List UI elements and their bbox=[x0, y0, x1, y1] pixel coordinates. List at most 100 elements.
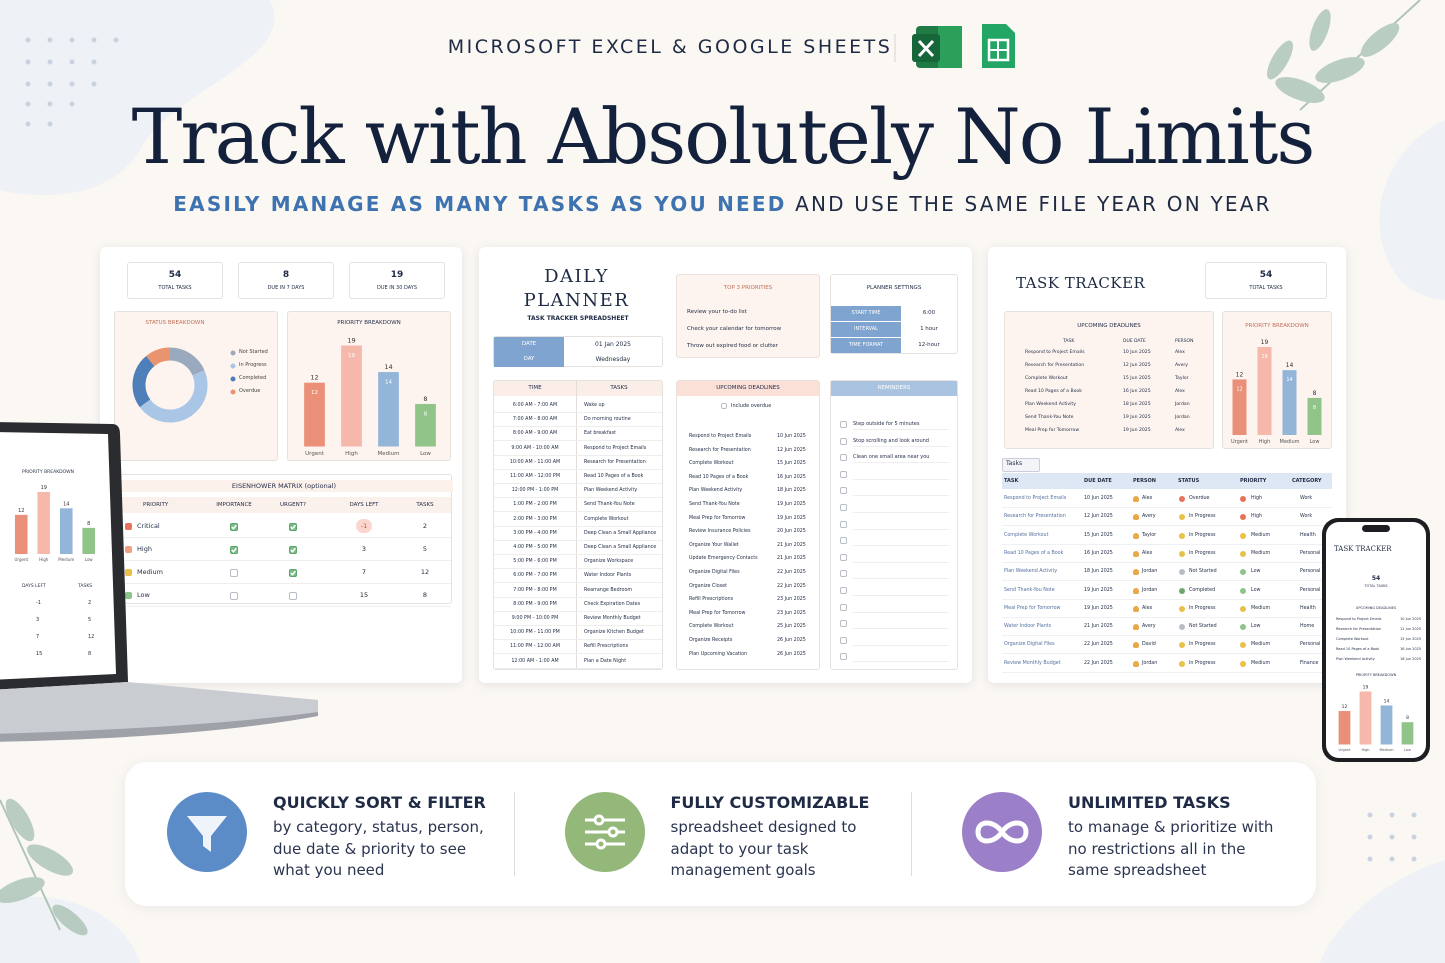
bar bbox=[1338, 711, 1351, 745]
box: 19 DUE IN 30 DAYS bbox=[349, 262, 445, 299]
bar-category: Medium bbox=[378, 451, 400, 457]
bar bbox=[1359, 691, 1372, 745]
include-overdue: Include overdue bbox=[731, 403, 772, 409]
person-icon bbox=[1133, 605, 1139, 612]
reminder-line bbox=[853, 528, 949, 530]
setting-label-cell bbox=[831, 306, 901, 321]
cell-person: Avery bbox=[1142, 624, 1156, 630]
bar-category: Low bbox=[1310, 439, 1320, 445]
phone-deadline-task: Respond to Project Emails bbox=[1336, 617, 1382, 621]
column-header: TIME bbox=[528, 385, 542, 391]
row-line bbox=[115, 583, 451, 584]
scheduled-task: Rearrange Bedroom bbox=[584, 587, 633, 593]
checkbox bbox=[289, 569, 297, 577]
priority-name: High bbox=[137, 545, 152, 553]
stat-label: DUE IN 7 DAYS bbox=[267, 285, 305, 291]
cell-status: In Progress bbox=[1189, 660, 1216, 666]
reminder-line bbox=[853, 478, 949, 480]
cell-status: In Progress bbox=[1189, 642, 1216, 648]
bar bbox=[415, 403, 436, 447]
cell-person: Jordan bbox=[1142, 569, 1158, 575]
checkbox bbox=[289, 523, 297, 531]
time-slot: 3:00 PM - 4:00 PM bbox=[513, 530, 557, 536]
row-line bbox=[115, 560, 451, 561]
row-line bbox=[494, 468, 662, 470]
time-slot: 7:00 PM - 8:00 PM bbox=[513, 587, 557, 593]
laptop-days: 3 bbox=[36, 617, 40, 623]
deadline-date: 20 Jun 2025 bbox=[777, 529, 806, 535]
phone: TASK TRACKER 54 TOTAL TASKS UPCOMING DEADLI… bbox=[1322, 518, 1430, 762]
feature-text: spreadsheet designed to adapt to your ta… bbox=[670, 818, 857, 879]
cell-category: Home bbox=[1300, 624, 1315, 630]
time-slot: 10:00 AM - 11:00 AM bbox=[509, 459, 561, 465]
bar bbox=[1282, 370, 1297, 435]
planner-title: DAILY PLANNER bbox=[523, 266, 630, 311]
deadline-task: Organize Digital Files bbox=[689, 570, 740, 575]
cell-due: 19 Jun 2025 bbox=[1084, 605, 1113, 611]
box: 54 TOTAL TASKS bbox=[127, 262, 223, 299]
deadline-cell: Read 10 Pages of a Book bbox=[1025, 389, 1082, 394]
cell-due: 22 Jun 2025 bbox=[1084, 660, 1113, 666]
cell-category: Personal bbox=[1300, 550, 1321, 556]
filter-tab bbox=[1002, 458, 1040, 472]
time-slot: 7:00 AM - 8:00 AM bbox=[512, 417, 558, 423]
deadline-cell: 19 Jun 2025 bbox=[1123, 428, 1151, 433]
bar bbox=[341, 345, 362, 447]
column-header: URGENT? bbox=[280, 502, 306, 508]
cell-status: In Progress bbox=[1189, 605, 1216, 611]
priority-dot bbox=[1240, 569, 1246, 576]
row-line bbox=[1002, 507, 1332, 508]
column-header: PRIORITY bbox=[1240, 478, 1267, 484]
deadline-task: Plan Weekend Activity bbox=[689, 488, 743, 494]
person-icon bbox=[1133, 569, 1139, 576]
deadline-cell: Plan Weekend Activity bbox=[1025, 402, 1076, 407]
row-line bbox=[494, 639, 662, 641]
row-line bbox=[494, 454, 662, 456]
deadline-date: 22 Jun 2025 bbox=[777, 583, 806, 589]
checkbox bbox=[840, 520, 847, 528]
reminder-line bbox=[853, 628, 949, 630]
scheduled-task: Plan Weekend Activity bbox=[584, 488, 638, 494]
column-header: PERSON bbox=[1133, 478, 1156, 484]
checkbox bbox=[840, 454, 847, 462]
priority-swatch bbox=[125, 523, 132, 530]
bar-category: Low bbox=[1404, 748, 1411, 752]
cell-priority: Medium bbox=[1251, 642, 1271, 648]
row-line bbox=[494, 554, 662, 555]
chart: 12 12 Urgent 19 19 High 14 14 Medium 8 8 Low bbox=[1231, 339, 1322, 445]
row-line bbox=[494, 440, 662, 442]
status-dot bbox=[1179, 569, 1185, 576]
status-dot bbox=[1179, 642, 1185, 649]
reminder-line bbox=[853, 512, 949, 513]
cell-category: Finance bbox=[1300, 660, 1319, 666]
deadline-task: Organize Receipts bbox=[689, 638, 733, 643]
deadline-task: Send Thank-You Note bbox=[689, 502, 740, 507]
box: 54 TOTAL TASKS bbox=[1205, 262, 1327, 299]
bar-value: 8 bbox=[87, 521, 90, 527]
header-row bbox=[115, 497, 451, 513]
person-icon bbox=[1133, 660, 1139, 667]
deadline-cell: Alex bbox=[1175, 389, 1185, 394]
panel: 54 TOTAL TASKS 8 DUE IN 7 DAYS 19 DUE IN 30 D… bbox=[100, 247, 462, 683]
phone-deadline-task: Complete Workout bbox=[1336, 637, 1369, 641]
cell-category: Work bbox=[1300, 496, 1313, 501]
cell-task: Meal Prep for Tomorrow bbox=[1004, 605, 1061, 611]
checkbox bbox=[840, 653, 847, 661]
column-header: TASK bbox=[1004, 478, 1019, 484]
cell-person: Jordan bbox=[1142, 660, 1158, 666]
header-row bbox=[677, 381, 819, 396]
row-line bbox=[1002, 543, 1332, 545]
checkbox bbox=[289, 546, 297, 554]
deadline-date: 25 Jun 2025 bbox=[777, 624, 806, 630]
bar bbox=[59, 508, 73, 554]
box-title: UPCOMING DEADLINES bbox=[716, 385, 780, 391]
bar-inner-value: 19 bbox=[348, 353, 355, 359]
cell-status: Not Started bbox=[1189, 569, 1217, 575]
scheduled-task: Respond to Project Emails bbox=[584, 445, 647, 451]
icon-glyph bbox=[975, 820, 1029, 844]
reminder-line bbox=[853, 445, 949, 447]
deadline-task: Update Emergency Contacts bbox=[689, 556, 758, 562]
box-title: TOP 3 PRIORITIES bbox=[723, 285, 773, 291]
legend-swatch bbox=[230, 363, 236, 369]
header-row bbox=[1002, 473, 1332, 489]
